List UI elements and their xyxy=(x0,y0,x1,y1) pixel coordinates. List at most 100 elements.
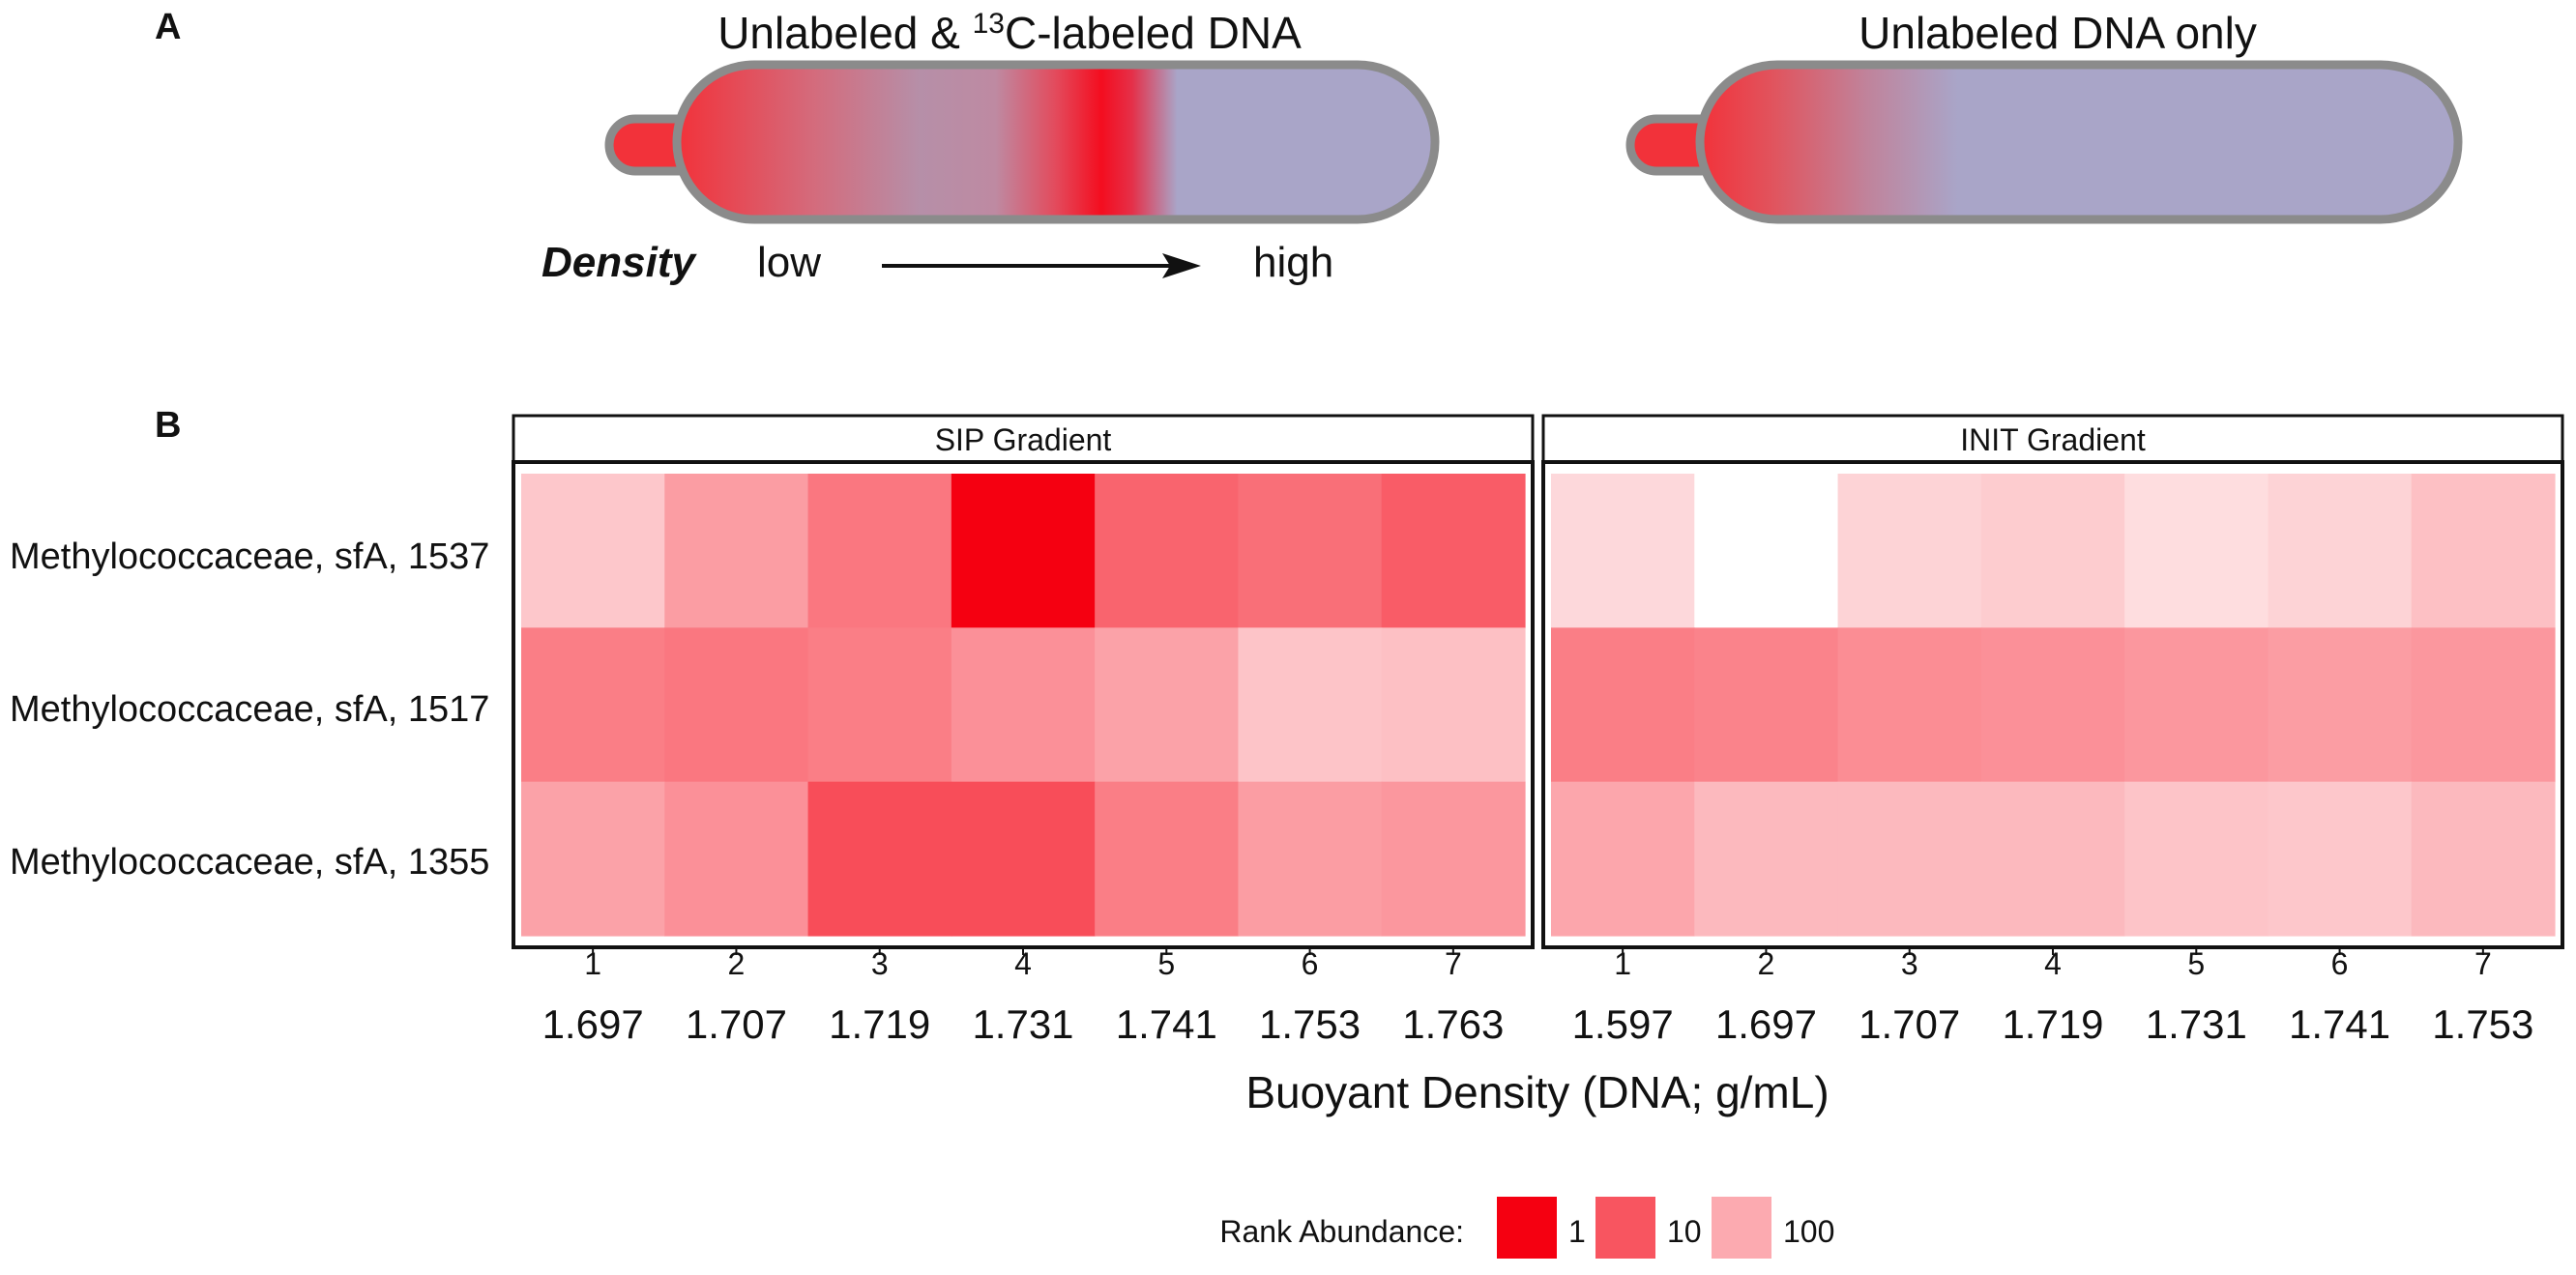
x-axis-title: Buoyant Density (DNA; g/mL) xyxy=(1245,1067,1829,1117)
heatmap-cell xyxy=(1238,781,1383,937)
heatmap-cell xyxy=(664,474,809,628)
x-tick-label-density: 1.741 xyxy=(2289,1001,2390,1047)
x-tick-label-density: 1.731 xyxy=(972,1001,1073,1047)
x-tick-label-fraction: 1 xyxy=(584,946,601,981)
heatmap-cell xyxy=(1837,474,1982,628)
x-tick-label-density: 1.597 xyxy=(1572,1001,1674,1047)
tube-left-title: Unlabeled & 13C-labeled DNA xyxy=(717,8,1302,58)
heatmap-cell xyxy=(1837,627,1982,783)
facet-sip: SIP Gradient 1 1.697 2 1.707 3 1.719 4 1.731 5 1.… xyxy=(512,414,1535,1047)
x-tick-label-density: 1.741 xyxy=(1116,1001,1217,1047)
x-tick-label-fraction: 2 xyxy=(1758,946,1775,981)
panel-a: A Unlabeled & 13C-labeled DNA Unlabeled … xyxy=(155,7,2463,286)
heatmap-cell xyxy=(2411,781,2556,937)
x-tick-label-density: 1.707 xyxy=(1859,1001,1960,1047)
heatmap-cell xyxy=(951,781,1096,937)
x-tick-label-density: 1.753 xyxy=(2432,1001,2533,1047)
x-tick-label-density: 1.731 xyxy=(2146,1001,2247,1047)
facet-strip xyxy=(512,414,1535,464)
heatmap-cell xyxy=(664,627,809,783)
heatmap-cell xyxy=(1980,627,2125,783)
heatmap-cell xyxy=(521,627,665,783)
row-label: Methylococcaceae, sfA, 1537 xyxy=(10,536,489,577)
x-tick-label-density: 1.719 xyxy=(829,1001,930,1047)
density-label: Density xyxy=(542,239,697,286)
heatmap-cell xyxy=(951,627,1096,783)
heatmap-cell xyxy=(807,474,952,628)
x-tick-label-density: 1.719 xyxy=(2002,1001,2103,1047)
x-tick-label-fraction: 7 xyxy=(2474,946,2492,981)
facet-title: INIT Gradient xyxy=(1960,422,2146,457)
heatmap-cells xyxy=(521,474,1526,937)
heatmap-cell xyxy=(2411,474,2556,628)
legend-swatch xyxy=(1712,1197,1771,1259)
tube-left-body xyxy=(672,60,1440,224)
heatmap-cell xyxy=(1551,474,1695,628)
heatmap-cell xyxy=(1381,781,1526,937)
x-tick-label-density: 1.697 xyxy=(1715,1001,1817,1047)
heatmap-cell xyxy=(1381,627,1526,783)
heatmap-cell xyxy=(2124,627,2269,783)
density-arrow-head xyxy=(1162,253,1201,278)
x-tick-label-density: 1.697 xyxy=(542,1001,644,1047)
heatmap-cell xyxy=(664,781,809,937)
x-tick-label-density: 1.707 xyxy=(686,1001,787,1047)
heatmap-cell xyxy=(1095,781,1240,937)
x-tick-label-fraction: 4 xyxy=(1014,946,1032,981)
heatmap-cell xyxy=(2268,627,2413,783)
heatmap-cell xyxy=(2411,627,2556,783)
x-tick-label-fraction: 6 xyxy=(1302,946,1319,981)
heatmap-cells xyxy=(1551,474,2556,937)
heatmap-cell xyxy=(1980,781,2125,937)
tube-right-title: Unlabeled DNA only xyxy=(1859,8,2257,58)
heatmap-cell xyxy=(1238,627,1383,783)
heatmap-cell xyxy=(1694,474,1839,628)
x-tick-label-fraction: 4 xyxy=(2044,946,2062,981)
x-tick-label-fraction: 6 xyxy=(2331,946,2349,981)
legend-swatch xyxy=(1497,1197,1557,1259)
facet-init: INIT Gradient 11.59721.69731.70741.71951… xyxy=(1541,414,2564,1047)
x-tick-label-density: 1.763 xyxy=(1402,1001,1504,1047)
heatmap-cell xyxy=(2268,781,2413,937)
heatmap-cell xyxy=(1694,781,1839,937)
legend-swatch xyxy=(1595,1197,1655,1259)
legend-label: 10 xyxy=(1667,1214,1702,1249)
heatmap-cell xyxy=(1551,627,1695,783)
x-tick-label-fraction: 1 xyxy=(1614,946,1631,981)
heatmap-cell xyxy=(521,474,665,628)
legend-label: 1 xyxy=(1568,1214,1586,1249)
heatmap-cell xyxy=(807,627,952,783)
legend-label: 100 xyxy=(1783,1214,1834,1249)
x-tick-label-fraction: 3 xyxy=(871,946,889,981)
row-label: Methylococcaceae, sfA, 1517 xyxy=(10,689,489,730)
heatmap-cell xyxy=(521,781,665,937)
tube-right-body xyxy=(1695,60,2463,224)
heatmap-cell xyxy=(2124,781,2269,937)
heatmap-cell xyxy=(807,781,952,937)
heatmap-cell xyxy=(1980,474,2125,628)
legend-title: Rank Abundance: xyxy=(1219,1214,1464,1249)
density-high-label: high xyxy=(1253,239,1333,286)
heatmap-cell xyxy=(2268,474,2413,628)
density-low-label: low xyxy=(757,239,821,286)
heatmap-cell xyxy=(1238,474,1383,628)
heatmap-cell xyxy=(951,474,1096,628)
facet-title: SIP Gradient xyxy=(935,422,1112,457)
heatmap-cell xyxy=(1095,627,1240,783)
heatmap-cell xyxy=(2124,474,2269,628)
x-tick-label-fraction: 3 xyxy=(1901,946,1918,981)
tube-right: Unlabeled DNA only xyxy=(1625,8,2463,224)
x-tick-label-fraction: 5 xyxy=(1157,946,1175,981)
heatmap-cell xyxy=(1837,781,1982,937)
legend: Rank Abundance: 1 10 100 xyxy=(1219,1197,1834,1259)
heatmap-cell xyxy=(1551,781,1695,937)
row-label: Methylococcaceae, sfA, 1355 xyxy=(10,842,489,883)
tube-left: Unlabeled & 13C-labeled DNA xyxy=(604,8,1440,224)
x-tick-label-fraction: 7 xyxy=(1445,946,1462,981)
heatmap-cell xyxy=(1381,474,1526,628)
panel-b-label: B xyxy=(155,405,181,446)
panel-a-label: A xyxy=(155,7,181,47)
x-axis-ticks: 1 1.597 2 1.697 3 1.707 4 1.719 5 1.731 6 1.741 7 1.7… xyxy=(1572,946,2534,1047)
panel-b: B Methylococcaceae, sfA, 1537 Methylococ… xyxy=(10,405,2564,1259)
